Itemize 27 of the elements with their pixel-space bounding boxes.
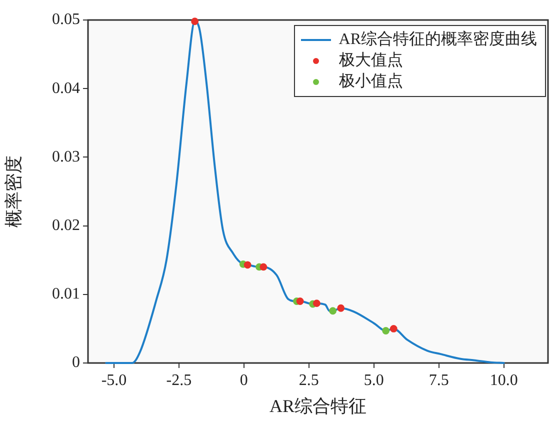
x-tick-label: 0 (240, 372, 248, 389)
y-tick-label: 0.02 (52, 217, 80, 234)
x-axis-title: AR综合特征 (269, 396, 367, 416)
legend-label: 极大值点 (338, 50, 403, 71)
y-tick-label: 0.03 (52, 148, 80, 166)
x-tick-label: -2.5 (166, 372, 192, 389)
point (337, 304, 345, 312)
y-tick-label: 0.01 (52, 286, 80, 303)
point (260, 263, 268, 271)
y-tick-label: 0.04 (52, 80, 80, 97)
x-tick-label: 2.5 (298, 372, 319, 389)
x-tick-label: -5.0 (101, 372, 127, 389)
y-axis-title: 概率密度 (4, 156, 24, 228)
x-tick-label: 7.5 (428, 372, 449, 389)
x-tick-label: 5.0 (364, 372, 384, 389)
point (313, 300, 320, 308)
point (382, 327, 390, 334)
x-tick-label: 10.0 (490, 372, 518, 389)
point (329, 307, 337, 315)
y-tick-label: 0 (72, 354, 80, 372)
point (191, 18, 199, 26)
legend-label: 极小值点 (338, 72, 403, 92)
point (296, 298, 304, 305)
point (390, 325, 398, 332)
point (244, 261, 252, 269)
legend-label: AR综合特征的概率密度曲线 (338, 30, 537, 50)
y-tick-label: 0.05 (52, 11, 80, 28)
